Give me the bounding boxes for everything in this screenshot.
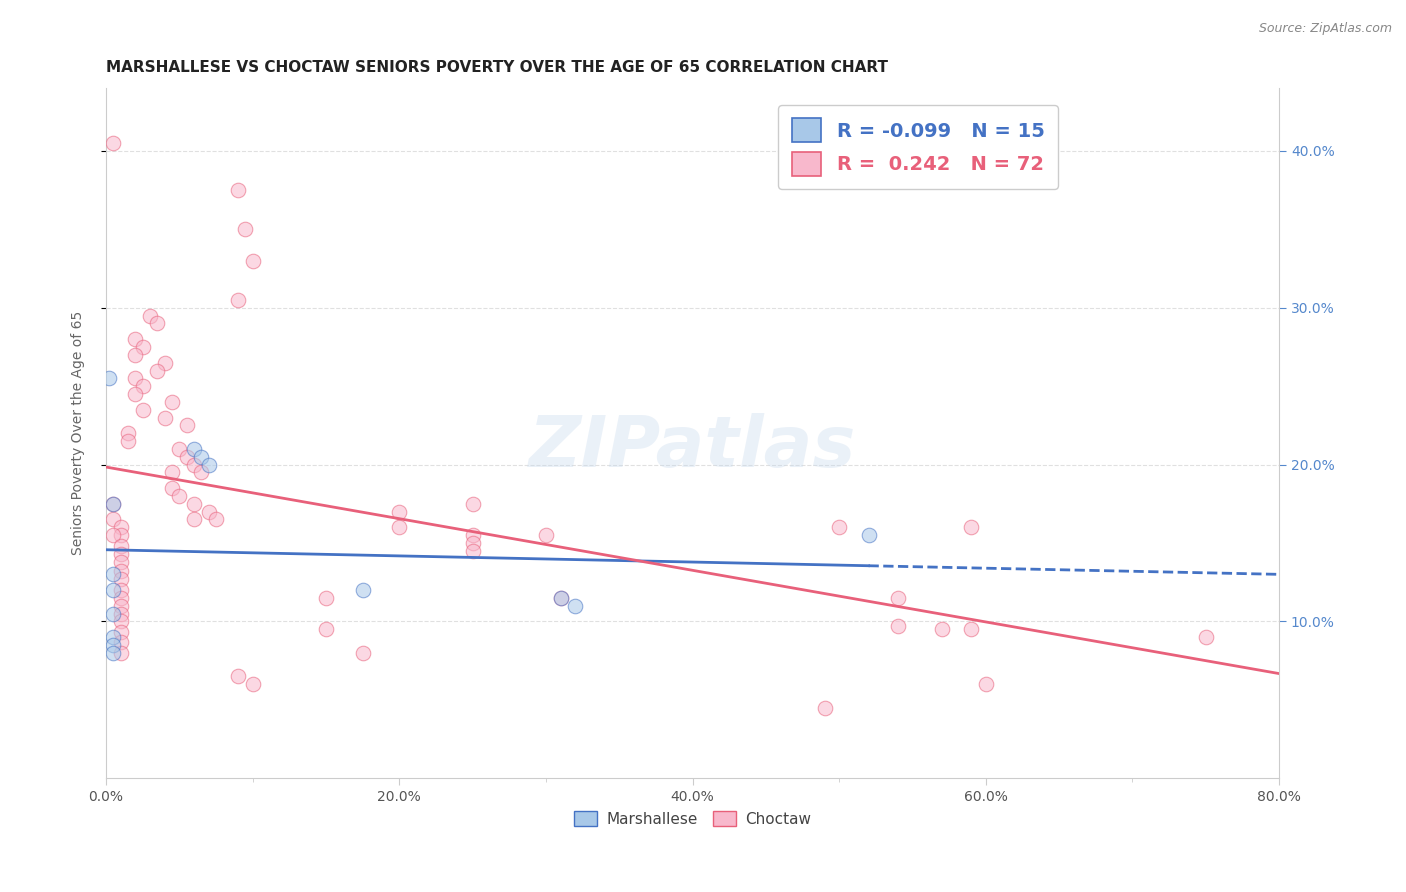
Point — [931, 622, 953, 636]
Point — [388, 505, 411, 519]
Point — [103, 638, 125, 652]
Point — [242, 253, 264, 268]
Point — [183, 442, 205, 456]
Point — [124, 348, 146, 362]
Point — [550, 591, 572, 605]
Point — [110, 555, 132, 569]
Point — [103, 646, 125, 660]
Point — [103, 567, 125, 582]
Point — [124, 387, 146, 401]
Point — [132, 402, 155, 417]
Point — [183, 497, 205, 511]
Point — [176, 450, 198, 464]
Point — [226, 293, 249, 307]
Point — [974, 677, 997, 691]
Point — [110, 599, 132, 613]
Text: MARSHALLESE VS CHOCTAW SENIORS POVERTY OVER THE AGE OF 65 CORRELATION CHART: MARSHALLESE VS CHOCTAW SENIORS POVERTY O… — [105, 60, 889, 75]
Point — [352, 646, 374, 660]
Point — [146, 363, 169, 377]
Y-axis label: Seniors Poverty Over the Age of 65: Seniors Poverty Over the Age of 65 — [72, 311, 86, 556]
Point — [197, 458, 219, 472]
Point — [110, 591, 132, 605]
Point — [190, 466, 212, 480]
Point — [887, 591, 910, 605]
Point — [110, 547, 132, 561]
Point — [160, 481, 183, 495]
Point — [103, 528, 125, 542]
Point — [169, 442, 191, 456]
Point — [117, 426, 139, 441]
Point — [103, 497, 125, 511]
Point — [110, 582, 132, 597]
Point — [103, 630, 125, 644]
Point — [124, 332, 146, 346]
Point — [315, 622, 337, 636]
Point — [176, 418, 198, 433]
Legend: Marshallese, Choctaw: Marshallese, Choctaw — [568, 805, 817, 832]
Point — [110, 572, 132, 586]
Point — [103, 136, 125, 150]
Point — [110, 625, 132, 640]
Point — [461, 536, 484, 550]
Point — [315, 591, 337, 605]
Point — [98, 371, 121, 385]
Point — [205, 512, 228, 526]
Point — [124, 371, 146, 385]
Point — [110, 607, 132, 621]
Point — [813, 700, 835, 714]
Point — [110, 520, 132, 534]
Point — [117, 434, 139, 448]
Point — [887, 619, 910, 633]
Point — [153, 410, 176, 425]
Point — [226, 669, 249, 683]
Point — [110, 635, 132, 649]
Point — [190, 450, 212, 464]
Point — [828, 520, 851, 534]
Point — [160, 466, 183, 480]
Point — [960, 622, 983, 636]
Point — [461, 544, 484, 558]
Point — [183, 512, 205, 526]
Point — [226, 183, 249, 197]
Point — [534, 528, 557, 542]
Point — [110, 539, 132, 553]
Point — [960, 520, 983, 534]
Point — [110, 528, 132, 542]
Point — [132, 379, 155, 393]
Point — [235, 222, 257, 236]
Point — [132, 340, 155, 354]
Point — [858, 528, 880, 542]
Point — [197, 505, 219, 519]
Point — [103, 512, 125, 526]
Point — [1195, 630, 1218, 644]
Point — [110, 646, 132, 660]
Point — [388, 520, 411, 534]
Point — [103, 607, 125, 621]
Point — [352, 582, 374, 597]
Point — [461, 528, 484, 542]
Point — [110, 615, 132, 629]
Point — [146, 317, 169, 331]
Point — [160, 395, 183, 409]
Point — [169, 489, 191, 503]
Point — [564, 599, 586, 613]
Point — [183, 458, 205, 472]
Point — [550, 591, 572, 605]
Point — [103, 497, 125, 511]
Text: Source: ZipAtlas.com: Source: ZipAtlas.com — [1258, 22, 1392, 36]
Point — [153, 356, 176, 370]
Point — [103, 582, 125, 597]
Point — [110, 564, 132, 578]
Text: ZIPatlas: ZIPatlas — [529, 412, 856, 482]
Point — [461, 497, 484, 511]
Point — [242, 677, 264, 691]
Point — [139, 309, 162, 323]
